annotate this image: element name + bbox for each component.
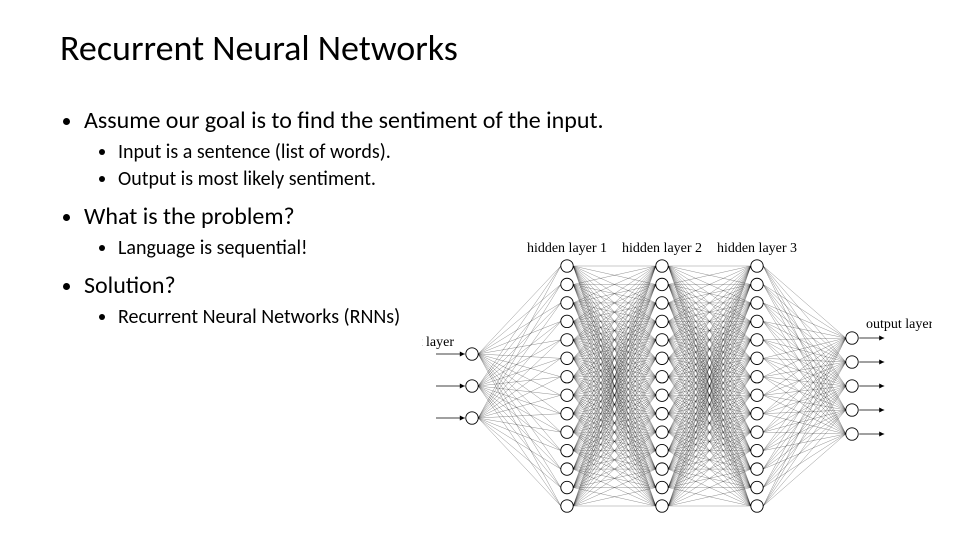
bullet-text: What is the problem? [84,202,295,231]
svg-text:hidden layer 2: hidden layer 2 [622,241,702,256]
slide: Recurrent Neural Networks Assume our goa… [0,0,960,540]
svg-text:output layer: output layer [866,317,932,332]
slide-title: Recurrent Neural Networks [60,26,910,70]
sub-bullet-item: Output is most likely sentiment. [118,167,910,192]
neural-network-diagram: input layer hidden layer 1 hidden layer 2 h… [422,230,932,520]
svg-text:hidden layer 1: hidden layer 1 [527,241,607,256]
bullet-item: Assume our goal is to find the sentiment… [84,106,910,192]
sub-bullet-list: Input is a sentence (list of words). Out… [84,140,910,192]
svg-text:hidden layer 3: hidden layer 3 [717,241,797,256]
bullet-text: Assume our goal is to find the sentiment… [84,106,604,135]
sub-bullet-item: Input is a sentence (list of words). [118,140,910,165]
bullet-text: Solution? [84,271,176,300]
svg-text:input layer: input layer [422,335,454,350]
